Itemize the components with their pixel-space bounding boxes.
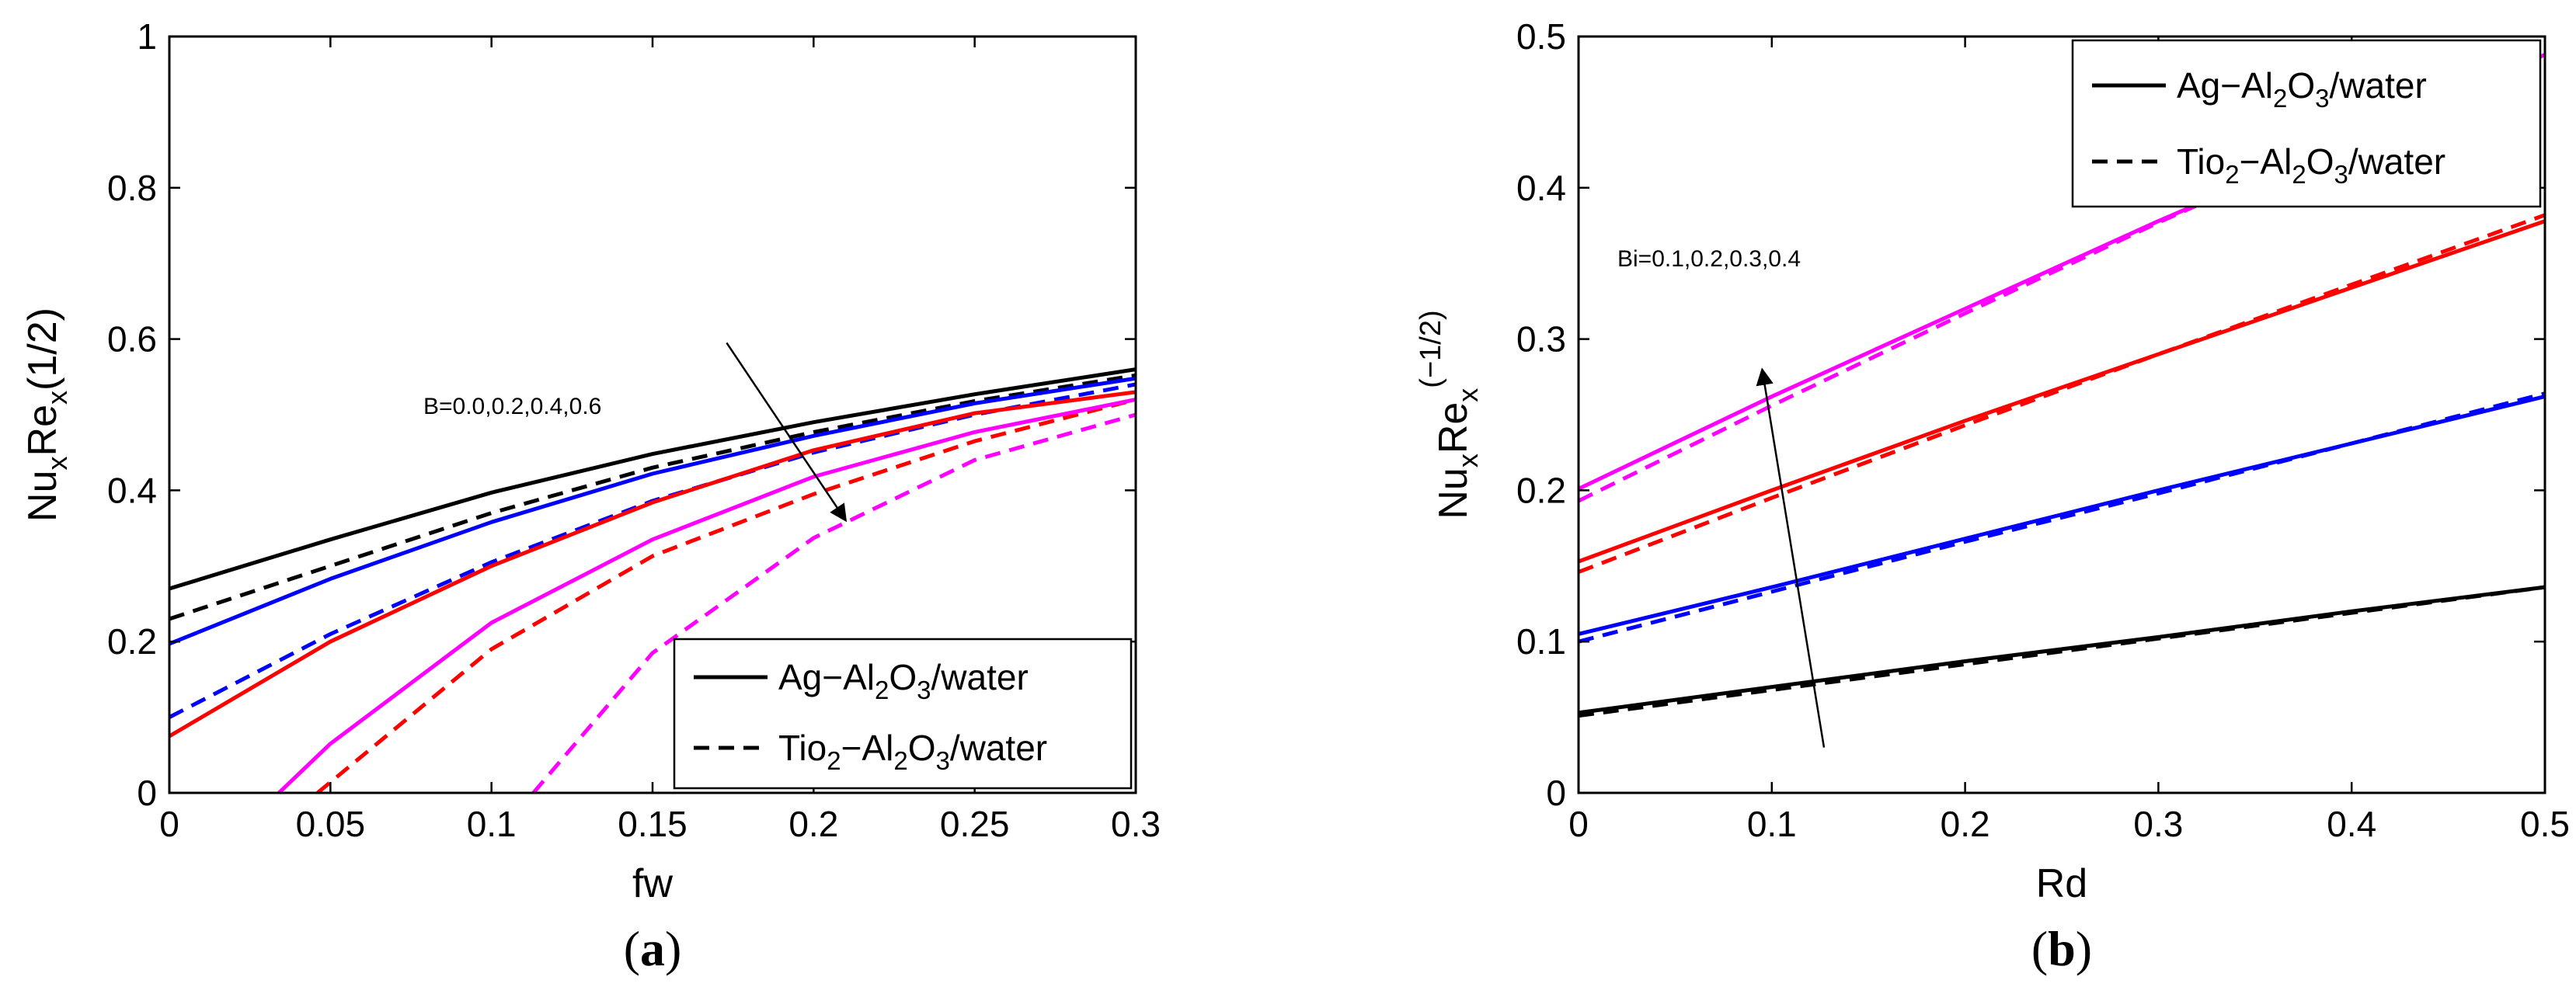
y-label-sub-x2-b: x (1452, 388, 1484, 402)
y-tick-label: 0.1 (1516, 621, 1566, 662)
x-ticks-b: 0 0.1 0.2 0.3 0.4 0.5 (1568, 36, 2570, 844)
x-axis-label-b: Rd (2036, 861, 2087, 906)
trend-arrow-a (726, 342, 848, 523)
y-label-re-b: Re (1431, 402, 1476, 454)
legend-label-dashed-a: Tio2−Al2O3/water (778, 728, 1047, 775)
y-label-sub-x2: x (41, 391, 73, 405)
y-tick-label: 1 (137, 16, 157, 57)
y-label-nu-b: Nu (1431, 467, 1476, 519)
x-tick-label: 0.3 (2133, 804, 2183, 844)
y-tick-label: 0.8 (107, 168, 157, 208)
y-tick-label: 0.3 (1516, 319, 1566, 360)
y-tick-label: 0 (137, 773, 157, 813)
series-line-b-4 (1579, 391, 2545, 644)
panel-label-b: (b) (2031, 921, 2092, 976)
x-tick-label: 0.4 (2327, 804, 2376, 844)
series-line-a-6 (316, 398, 1136, 793)
legend-label-solid-a: Ag−Al2O3/water (778, 657, 1029, 704)
y-label-re: Re (20, 405, 65, 456)
y-tick-label: 0.5 (1516, 16, 1566, 57)
chart-panel-a: 0 0.05 0.1 0.15 0.2 0.25 0.3 0 0.2 0.4 0.6 0.8 1 fw… (20, 16, 1161, 976)
legend-b: Ag−Al2O3/water Tio2−Al2O3/water (2071, 39, 2542, 208)
trend-arrow-b (1756, 367, 1826, 748)
x-tick-label: 0.1 (467, 804, 517, 844)
y-tick-label: 0.4 (1516, 168, 1566, 208)
series-line-a-1 (169, 367, 1136, 591)
y-ticks-b: 0 0.1 0.2 0.3 0.4 0.5 (1516, 16, 2545, 813)
legend-box-b (2071, 39, 2542, 208)
x-tick-label: 0 (1568, 804, 1589, 844)
y-tick-label: 0.2 (1516, 470, 1566, 510)
y-label-exponent: (1/2) (20, 308, 65, 391)
y-label-nu: Nu (20, 470, 65, 521)
series-line-a-7 (277, 398, 1136, 793)
series-line-b-2 (1579, 585, 2545, 718)
x-tick-label: 0.2 (1941, 804, 1990, 844)
y-axis-label-b: NuxRex(−1/2) (1415, 310, 1484, 519)
series-line-a-8 (531, 412, 1136, 793)
y-tick-label: 0 (1546, 773, 1566, 813)
legend-label-solid-b: Ag−Al2O3/water (2177, 65, 2427, 113)
y-label-sub-x-b: x (1452, 454, 1484, 467)
legend-a: Ag−Al2O3/water Tio2−Al2O3/water (673, 638, 1133, 790)
chart-panel-b: 0 0.1 0.2 0.3 0.4 0.5 00.10.20.30.40.5 Rd Nux… (1415, 16, 2570, 976)
y-label-sub-x: x (41, 456, 73, 470)
x-tick-label: 0.15 (618, 804, 688, 844)
x-tick-label: 0.5 (2520, 804, 2570, 844)
annotation-a: B=0.0,0.2,0.4,0.6 (423, 394, 601, 419)
panel-label-a: (a) (624, 921, 682, 976)
plot-frame-b (1577, 35, 2546, 794)
legend-label-dashed-b: Tio2−Al2O3/water (2177, 141, 2445, 189)
x-tick-label: 0.3 (1111, 804, 1161, 844)
series-line-b-1 (1579, 585, 2545, 715)
x-ticks-a: 0 0.05 0.1 0.15 0.2 0.25 0.3 (159, 36, 1161, 844)
x-axis-label-a: fw (632, 861, 673, 906)
series-layer-b (1579, 50, 2545, 718)
series-line-a-3 (169, 376, 1136, 646)
y-tick-label: 0.2 (107, 621, 157, 662)
x-tick-label: 0.1 (1747, 804, 1797, 844)
legend-box-a (673, 638, 1133, 790)
series-line-b-5 (1579, 219, 2545, 564)
y-tick-label: 0.6 (107, 319, 157, 360)
y-tick-label: 0.4 (107, 470, 157, 510)
series-line-b-6 (1579, 213, 2545, 574)
series-line-a-5 (169, 390, 1136, 739)
series-layer-a (169, 367, 1136, 793)
x-tick-label: 0 (159, 804, 179, 844)
x-tick-label: 0.25 (940, 804, 1010, 844)
x-tick-label: 0.05 (296, 804, 366, 844)
x-tick-label: 0.2 (788, 804, 838, 844)
y-axis-label-a: NuxRex(1/2) (20, 308, 73, 522)
series-line-b-8 (1579, 50, 2545, 503)
annotation-b: Bi=0.1,0.2,0.3,0.4 (1617, 246, 1801, 272)
y-ticks-a: 0 0.2 0.4 0.6 0.8 1 (107, 16, 1136, 813)
y-label-exponent-b: (−1/2) (1415, 310, 1447, 388)
series-line-a-2 (169, 373, 1136, 621)
